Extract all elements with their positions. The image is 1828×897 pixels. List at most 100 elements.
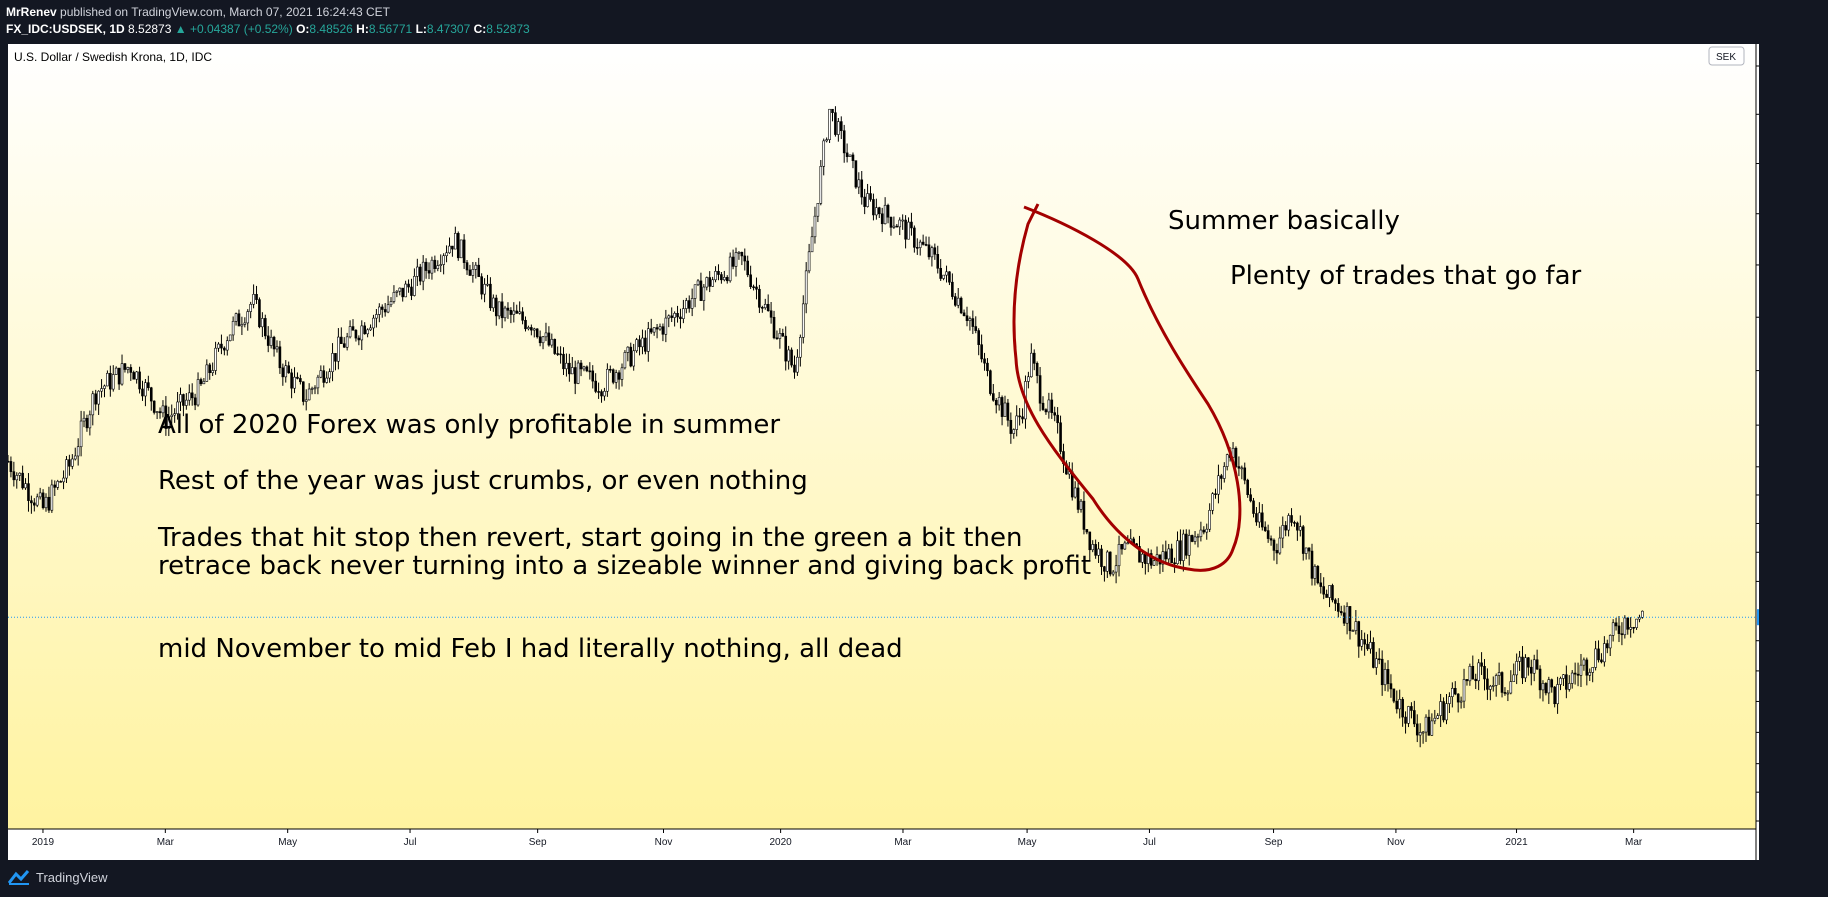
- candle-body: [913, 227, 916, 248]
- candle-body: [632, 350, 635, 367]
- price-scale[interactable]: 10.6000010.4000010.2000010.000009.800009…: [1756, 62, 1759, 828]
- candle-body: [877, 207, 881, 215]
- candle-body: [193, 397, 197, 406]
- candle-body: [1410, 706, 1413, 711]
- candle-body: [1088, 531, 1092, 551]
- candle-body: [1594, 648, 1597, 668]
- candle-body: [313, 387, 317, 390]
- candle-body: [252, 294, 255, 305]
- candle-body: [378, 306, 381, 315]
- candle-body: [1436, 715, 1440, 719]
- candle-body: [436, 265, 440, 270]
- candle-body: [1035, 363, 1039, 376]
- candle-body: [9, 461, 13, 472]
- candle-body: [47, 496, 51, 511]
- candle-body: [1556, 684, 1559, 705]
- candle-body: [410, 286, 413, 296]
- candle-body: [1038, 375, 1042, 404]
- candle-body: [1149, 553, 1153, 566]
- candle-body: [649, 328, 653, 333]
- candle-body: [1483, 665, 1486, 680]
- candle-body: [1547, 679, 1551, 694]
- candle-body: [772, 316, 776, 339]
- candle-body: [94, 393, 98, 405]
- candle-body: [723, 277, 726, 281]
- candle-body: [1421, 731, 1425, 734]
- candle-body: [1208, 510, 1211, 530]
- candle-body: [769, 310, 773, 318]
- high-value: 8.56771: [368, 22, 413, 36]
- candle-body: [1471, 665, 1475, 680]
- candle-body: [860, 179, 864, 198]
- candle-body: [363, 325, 366, 335]
- candle-body: [1339, 611, 1343, 614]
- candle-body: [921, 241, 925, 245]
- candle-body: [834, 112, 837, 135]
- candle-body: [1328, 585, 1331, 598]
- candle-body: [541, 336, 545, 344]
- candle-body: [1278, 537, 1282, 554]
- candle-body: [1521, 656, 1524, 679]
- candle-body: [1106, 551, 1109, 572]
- candle-body: [85, 417, 89, 429]
- candle-body: [1184, 533, 1188, 556]
- candle-body: [73, 455, 77, 460]
- candle-body: [1570, 672, 1574, 684]
- candle-body: [1445, 703, 1448, 721]
- candle-body: [211, 370, 214, 374]
- chart-area[interactable]: 10.6000010.4000010.2000010.000009.800009…: [8, 44, 1759, 860]
- candle-body: [910, 221, 913, 229]
- candle-body: [342, 343, 346, 348]
- candle-body: [1573, 672, 1577, 675]
- tradingview-brand[interactable]: TradingView: [8, 869, 108, 885]
- candle-body: [79, 420, 83, 448]
- candle-body: [980, 344, 983, 360]
- candle-body: [199, 379, 203, 385]
- time-scale[interactable]: 2019 Mar May Jul Sep Nov 2020 Mar May Jul Sep Nov 20…: [32, 829, 1643, 848]
- candle-body: [1629, 627, 1632, 630]
- candle-body: [799, 337, 802, 358]
- candle-body: [176, 401, 179, 414]
- candle-body: [1605, 643, 1609, 649]
- candle-body: [1164, 551, 1168, 560]
- candle-body: [676, 313, 679, 318]
- candle-body: [804, 270, 808, 305]
- price-chart[interactable]: 10.6000010.4000010.2000010.000009.800009…: [8, 44, 1759, 860]
- candle-body: [132, 372, 136, 380]
- candle-body: [1512, 674, 1516, 682]
- candle-body: [205, 364, 209, 382]
- candle-body: [1576, 673, 1580, 676]
- candle-body: [258, 299, 261, 328]
- candle-body: [1170, 548, 1173, 564]
- author-name[interactable]: MrRenev: [6, 5, 57, 19]
- candle-body: [310, 388, 314, 390]
- candle-body: [1284, 525, 1287, 531]
- candle-body: [1249, 494, 1252, 502]
- candle-body: [1456, 693, 1460, 703]
- candle-body: [939, 267, 942, 279]
- candle-body: [167, 416, 171, 429]
- candle-body: [1296, 522, 1299, 531]
- candle-body: [907, 221, 910, 240]
- candle-body: [956, 297, 960, 306]
- candle-body: [687, 300, 691, 309]
- candle-body: [752, 286, 755, 289]
- candle-body: [1439, 701, 1442, 716]
- candle-body: [796, 356, 799, 373]
- candle-body: [562, 353, 565, 370]
- candle-body: [1176, 540, 1179, 564]
- candle-body: [1293, 522, 1296, 524]
- candle-body: [1138, 546, 1141, 563]
- candle-body: [1187, 535, 1191, 556]
- candle-body: [915, 247, 919, 249]
- candle-body: [421, 261, 425, 282]
- candle-body: [641, 337, 644, 348]
- candle-body: [62, 477, 65, 483]
- symbol-label[interactable]: FX_IDC:USDSEK, 1D: [6, 22, 125, 36]
- candle-body: [1383, 669, 1387, 686]
- candle-body: [185, 399, 188, 406]
- candle-body: [568, 362, 571, 375]
- x-tick-label: Nov: [1387, 837, 1405, 848]
- candle-body: [296, 376, 299, 379]
- candle-body: [12, 471, 16, 481]
